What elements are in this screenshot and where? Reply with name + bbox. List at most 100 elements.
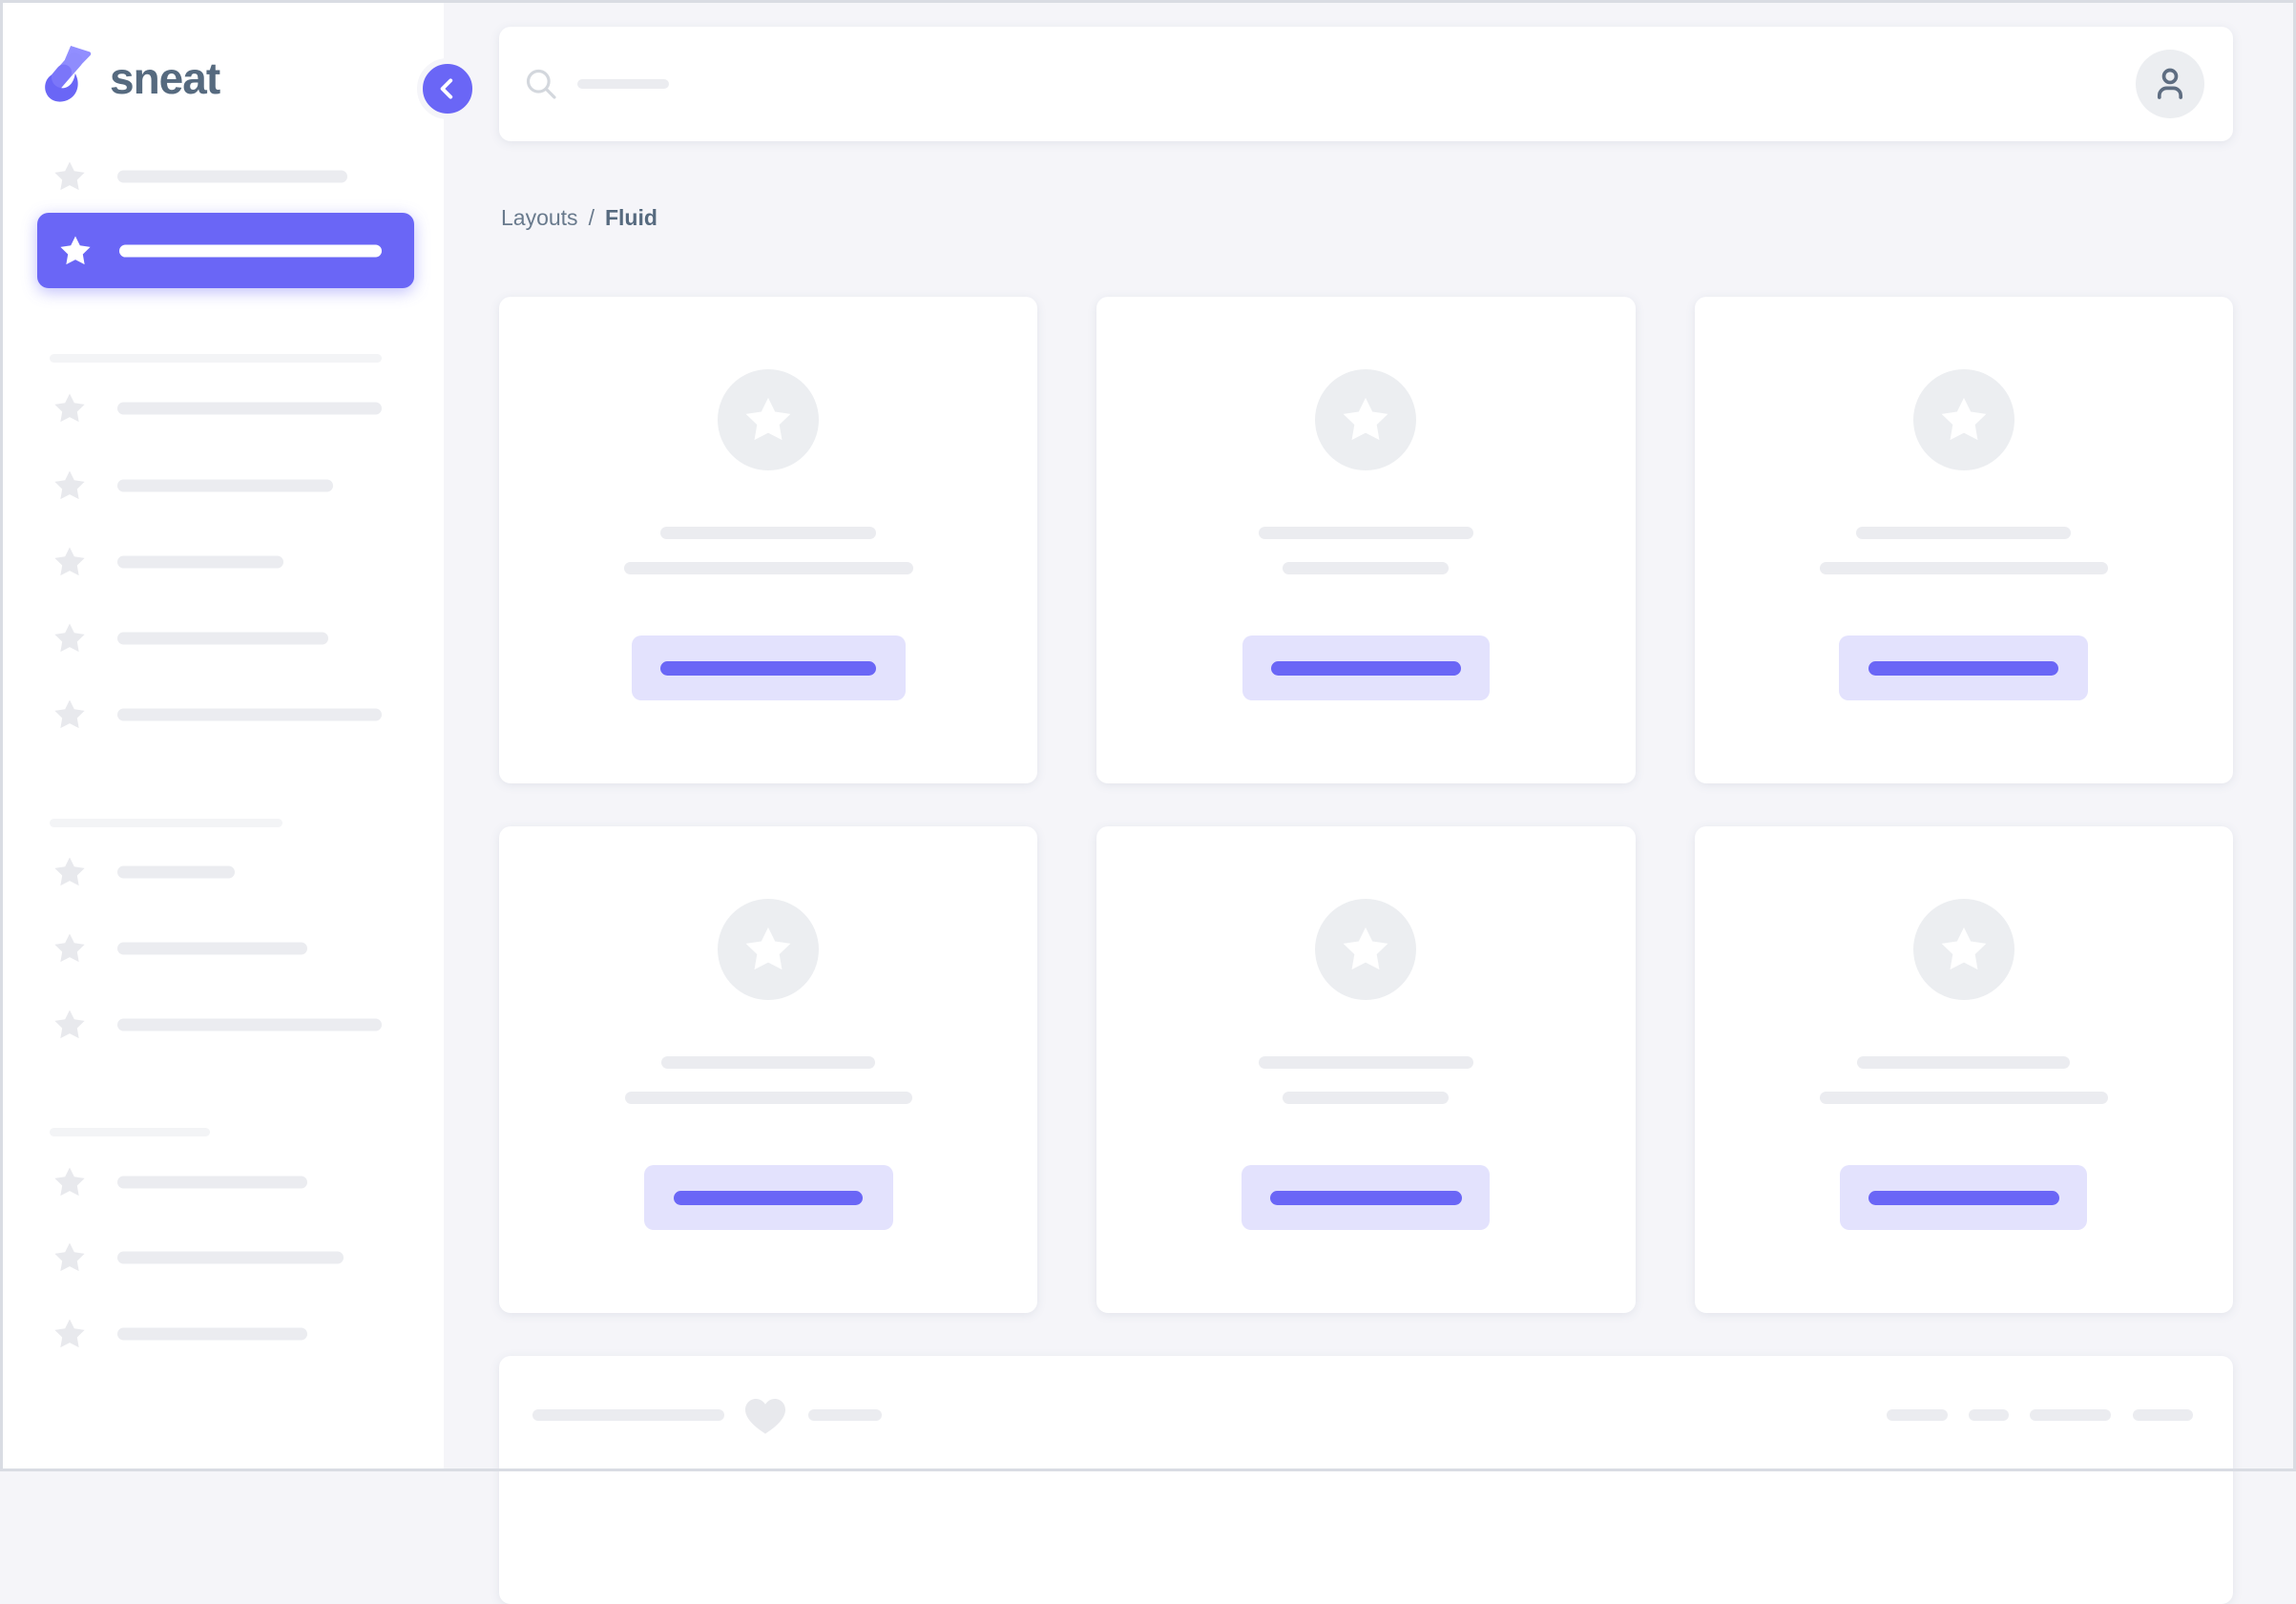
sidebar-item[interactable] xyxy=(3,1144,444,1220)
placeholder-button[interactable] xyxy=(1242,1165,1491,1230)
menu-label-placeholder xyxy=(117,1176,307,1189)
breadcrumb-parent-link[interactable]: Layouts xyxy=(501,205,578,230)
star-icon xyxy=(52,855,87,889)
star-avatar xyxy=(1912,899,2014,1000)
chevron-left-icon xyxy=(440,78,453,99)
star-avatar xyxy=(718,369,820,470)
user-avatar[interactable] xyxy=(2136,50,2204,118)
placeholder-card xyxy=(1096,297,1636,783)
star-icon xyxy=(52,1317,87,1351)
placeholder-card xyxy=(499,826,1038,1313)
star-avatar xyxy=(1315,369,1417,470)
star-icon xyxy=(52,391,87,426)
placeholder-button[interactable] xyxy=(1840,1165,2088,1230)
star-icon xyxy=(52,698,87,732)
button-label-placeholder xyxy=(1868,1190,2059,1205)
sneat-logo-icon xyxy=(45,46,92,102)
sidebar-item[interactable] xyxy=(3,834,444,910)
star-icon xyxy=(742,394,794,446)
top-navbar xyxy=(499,27,2233,141)
menu-label-placeholder xyxy=(117,1018,382,1031)
star-avatar xyxy=(1912,369,2014,470)
sidebar: sneat xyxy=(3,3,478,1469)
star-icon xyxy=(52,1165,87,1199)
star-icon xyxy=(1340,924,1391,975)
text-placeholder-line xyxy=(660,527,877,539)
bottom-placeholder-card xyxy=(499,1356,2233,1604)
breadcrumb: Layouts / Fluid xyxy=(501,204,657,231)
button-label-placeholder xyxy=(1269,1190,1462,1205)
placeholder-card xyxy=(499,297,1038,783)
button-label-placeholder xyxy=(1868,660,2059,676)
menu-label-placeholder xyxy=(117,865,235,879)
menu-label-placeholder xyxy=(117,1251,344,1264)
star-icon xyxy=(52,1008,87,1042)
sidebar-item[interactable] xyxy=(3,987,444,1063)
star-icon xyxy=(52,621,87,656)
sidebar-item[interactable] xyxy=(3,677,444,753)
star-icon xyxy=(52,1240,87,1275)
sidebar-item[interactable] xyxy=(3,448,444,524)
text-placeholder-line xyxy=(1887,1409,1948,1421)
text-placeholder-line xyxy=(532,1409,724,1421)
sidebar-item[interactable] xyxy=(3,370,444,447)
menu-label-placeholder xyxy=(117,632,328,645)
search-icon xyxy=(526,69,556,99)
text-placeholder-line xyxy=(1819,562,2108,574)
app-logo-text: sneat xyxy=(110,53,220,103)
sidebar-item[interactable] xyxy=(3,138,444,215)
sidebar-section-divider xyxy=(50,354,382,363)
text-placeholder-line xyxy=(1856,527,2072,539)
sidebar-item[interactable] xyxy=(3,600,444,677)
star-avatar xyxy=(718,899,820,1000)
search-input[interactable] xyxy=(524,67,2136,101)
menu-label-placeholder xyxy=(117,555,283,569)
text-placeholder-line xyxy=(1969,1409,2009,1421)
breadcrumb-separator: / xyxy=(588,205,595,230)
sidebar-item[interactable] xyxy=(3,524,444,600)
sidebar-item[interactable] xyxy=(3,910,444,987)
star-icon xyxy=(52,545,87,579)
sidebar-section-divider xyxy=(50,1128,210,1136)
text-placeholder-line xyxy=(661,1056,876,1069)
heart-icon xyxy=(742,1394,788,1436)
star-icon xyxy=(742,924,794,975)
breadcrumb-current: Fluid xyxy=(604,205,657,230)
sidebar-item-active[interactable] xyxy=(37,213,414,288)
text-placeholder-line xyxy=(2030,1409,2111,1421)
text-placeholder-line xyxy=(624,1092,912,1104)
text-placeholder-line xyxy=(1258,1056,1473,1069)
placeholder-card xyxy=(1096,826,1636,1313)
placeholder-card xyxy=(1694,297,2233,783)
menu-label-placeholder xyxy=(117,708,382,721)
menu-label-placeholder xyxy=(117,402,382,415)
text-placeholder-line xyxy=(1857,1056,2071,1069)
button-label-placeholder xyxy=(1270,660,1461,676)
text-placeholder-line xyxy=(1283,562,1450,574)
placeholder-button[interactable] xyxy=(1242,635,1490,700)
star-icon xyxy=(1938,394,1990,446)
menu-label-placeholder xyxy=(117,1327,307,1341)
text-placeholder-line xyxy=(623,562,913,574)
menu-label-placeholder xyxy=(119,244,382,257)
sidebar-item[interactable] xyxy=(3,1219,444,1296)
star-icon xyxy=(58,234,93,268)
placeholder-card xyxy=(1694,826,2233,1313)
brand[interactable]: sneat xyxy=(41,35,220,121)
placeholder-button[interactable] xyxy=(1839,635,2089,700)
star-icon xyxy=(1938,924,1990,975)
sidebar-collapse-button[interactable] xyxy=(417,58,478,119)
search-placeholder-bar xyxy=(577,79,669,89)
person-icon xyxy=(2157,68,2183,99)
placeholder-button[interactable] xyxy=(631,635,906,700)
star-icon xyxy=(52,469,87,503)
sidebar-section-divider xyxy=(50,819,282,827)
star-icon xyxy=(1340,394,1391,446)
sidebar-item[interactable] xyxy=(3,1296,444,1372)
menu-label-placeholder xyxy=(117,170,347,183)
star-avatar xyxy=(1315,899,1417,1000)
text-placeholder-line xyxy=(1283,1092,1450,1104)
text-placeholder-line xyxy=(1819,1092,2108,1104)
text-placeholder-line xyxy=(1258,527,1473,539)
placeholder-button[interactable] xyxy=(643,1165,893,1230)
